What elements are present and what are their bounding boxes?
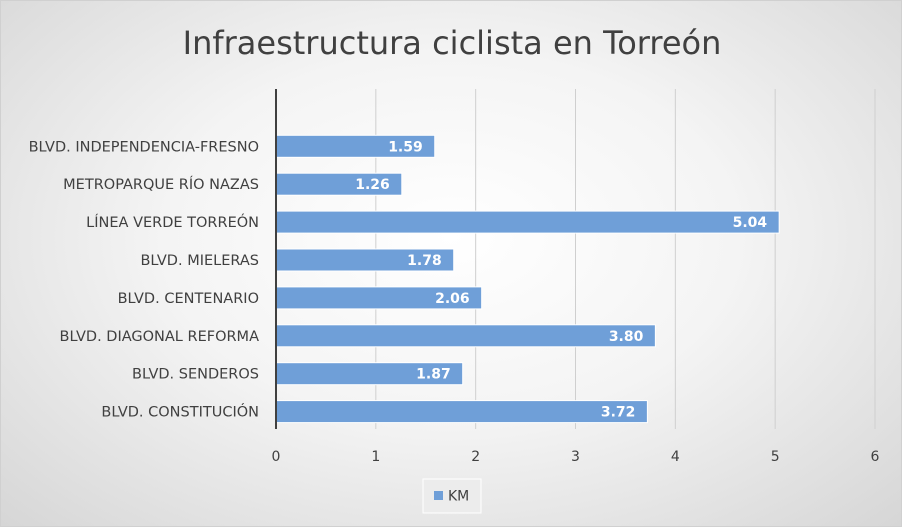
category-label: LÍNEA VERDE TORREÓN [86,213,259,231]
chart-title: Infraestructura ciclista en Torreón [183,24,722,62]
data-label: 5.04 [733,215,768,231]
category-label: BLVD. SENDEROS [132,367,259,383]
x-tick-label: 0 [272,449,281,465]
category-label: BLVD. DIAGONAL REFORMA [60,329,260,345]
x-tick-label: 3 [571,449,580,465]
category-label: BLVD. INDEPENDENCIA-FRESNO [29,139,259,155]
category-label: BLVD. CENTENARIO [118,291,259,307]
bars: 1.59 1.26 5.04 1.78 2.06 3.80 1.87 3.72 [275,134,780,424]
x-tick-label: 5 [771,449,780,465]
legend-label: KM [448,489,469,505]
x-tick-label: 4 [671,449,680,465]
data-label: 1.26 [355,177,390,193]
bar [275,400,648,424]
data-label: 3.72 [601,405,636,421]
data-label: 3.80 [609,329,644,345]
legend-box [422,478,482,514]
x-tick-label: 2 [471,449,480,465]
x-tick-label: 1 [371,449,380,465]
bar [275,324,656,348]
category-label: METROPARQUE RÍO NAZAS [63,176,259,193]
bar [275,210,780,234]
category-labels: BLVD. INDEPENDENCIA-FRESNO METROPARQUE RÍ… [29,139,259,420]
data-label: 1.87 [416,367,451,383]
legend: KM [422,478,482,514]
category-label: BLVD. CONSTITUCIÓN [101,403,259,421]
x-tick-label: 6 [871,449,880,465]
legend-swatch [434,491,443,500]
x-axis-ticks: 0 1 2 3 4 5 6 [272,449,880,465]
data-label: 1.78 [407,253,442,269]
category-label: BLVD. MIELERAS [140,253,259,269]
data-label: 2.06 [435,291,470,307]
data-label: 1.59 [388,139,423,155]
